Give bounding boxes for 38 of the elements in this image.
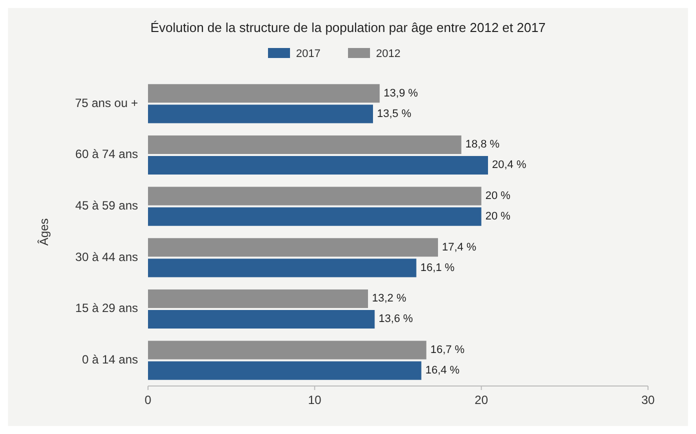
bar (148, 104, 373, 124)
data-label: 13,5 % (377, 108, 412, 120)
y-tick-label: 30 à 44 ans (75, 250, 138, 264)
y-tick-label: 15 à 29 ans (75, 301, 138, 316)
bar (148, 258, 416, 278)
y-tick-label: 75 ans ou + (74, 96, 138, 110)
data-label: 17,4 % (442, 241, 476, 254)
y-tick-label: 60 à 74 ans (75, 147, 138, 162)
x-tick-label: 30 (641, 393, 655, 407)
bar (148, 340, 426, 360)
data-label: 13,9 % (384, 87, 418, 100)
y-tick-label: 0 à 14 ans (82, 352, 138, 367)
data-label: 16,4 % (425, 364, 460, 377)
data-label: 16,7 % (430, 344, 465, 356)
data-label: 13,2 % (372, 292, 406, 305)
bar (148, 238, 438, 257)
x-tick-label: 20 (474, 393, 488, 407)
bar (148, 186, 482, 206)
bar (148, 361, 422, 380)
chart-title: Évolution de la structure de la population par âge entre 2012 et 2017 (150, 20, 546, 35)
legend-label: 2017 (296, 48, 320, 60)
legend-label: 2012 (376, 48, 400, 60)
x-tick-label: 10 (308, 393, 322, 407)
data-label: 20,4 % (492, 159, 526, 172)
data-label: 20 % (485, 210, 511, 223)
x-tick-label: 0 (144, 393, 152, 407)
bar (148, 156, 488, 175)
data-label: 13,6 % (378, 313, 414, 326)
bar (148, 310, 375, 329)
bar (148, 135, 462, 154)
bar (148, 289, 368, 308)
data-label: 18,8 % (465, 138, 500, 151)
y-tick-label: 45 à 59 ans (75, 198, 138, 213)
bar (148, 84, 380, 103)
data-label: 16,1 % (420, 262, 455, 274)
bar (148, 207, 482, 226)
y-axis-title: Âges (37, 218, 51, 246)
data-label: 20 % (485, 190, 511, 202)
